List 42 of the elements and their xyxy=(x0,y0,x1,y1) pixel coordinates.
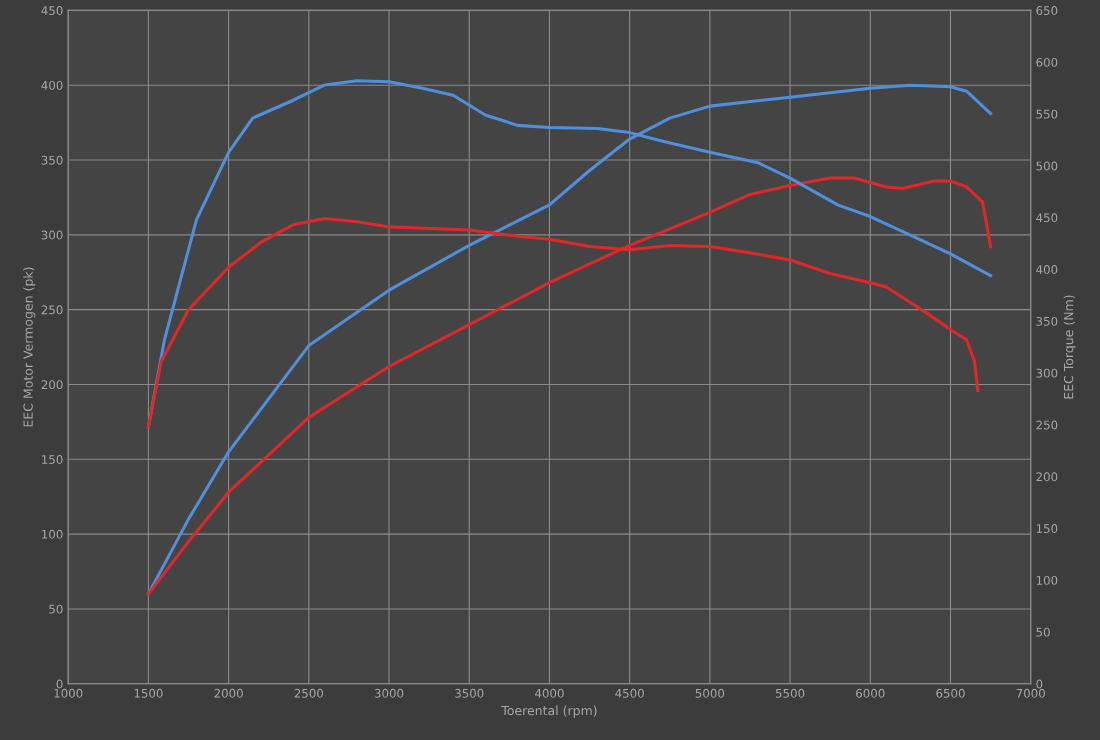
x-tick-label: 5500 xyxy=(775,688,805,698)
y2-tick-label: 600 xyxy=(1036,57,1058,67)
y-tick-label: 100 xyxy=(42,529,63,539)
x-tick-label: 7000 xyxy=(1016,688,1045,698)
y2-tick-label: 100 xyxy=(1036,575,1058,585)
y-tick-label: 400 xyxy=(41,80,63,90)
x-tick-label: 1000 xyxy=(54,688,83,698)
y2-axis-title: EEC Torque (Nm) xyxy=(1063,295,1076,399)
y2-tick-label: 650 xyxy=(1036,6,1058,16)
y2-tick-label: 400 xyxy=(1036,265,1058,275)
y-tick-label: 0 xyxy=(56,679,63,689)
y2-tick-label: 500 xyxy=(1036,161,1058,171)
y2-tick-label: 300 xyxy=(1036,368,1058,378)
y-tick-label: 150 xyxy=(42,455,63,464)
y2-tick-label: 550 xyxy=(1036,109,1058,119)
y2-tick-label: 50 xyxy=(1036,627,1050,637)
y-tick-label: 50 xyxy=(49,604,63,614)
y2-tick-label: 200 xyxy=(1036,472,1058,482)
x-tick-label: 1500 xyxy=(134,688,163,698)
x-axis-title: Toerental (rpm) xyxy=(501,705,597,718)
x-tick-label: 3000 xyxy=(374,688,404,698)
y2-tick-label: 350 xyxy=(1036,316,1058,326)
y2-tick-label: 150 xyxy=(1036,524,1058,534)
y2-tick-label: 250 xyxy=(1036,420,1058,430)
y-tick-label: 300 xyxy=(41,230,63,240)
x-tick-label: 2000 xyxy=(214,688,243,698)
y-axis-title: EEC Motor Vermogen (pk) xyxy=(23,267,36,427)
x-tick-label: 2500 xyxy=(294,688,324,698)
x-tick-label: 4500 xyxy=(615,688,644,698)
y-tick-label: 450 xyxy=(41,6,63,16)
y2-tick-label: 450 xyxy=(1036,213,1058,223)
line-series xyxy=(146,176,993,596)
line-series xyxy=(146,83,993,596)
y-tick-label: 350 xyxy=(41,155,63,165)
x-tick-label: 6500 xyxy=(936,688,965,698)
y-tick-label: 250 xyxy=(41,305,63,315)
x-tick-label: 3500 xyxy=(455,688,484,698)
y-tick-label: 200 xyxy=(41,380,63,390)
y2-tick-label: 0 xyxy=(1036,679,1043,689)
x-tick-label: 6000 xyxy=(856,688,885,698)
x-tick-label: 5000 xyxy=(695,688,725,698)
x-tick-label: 4000 xyxy=(535,688,564,698)
